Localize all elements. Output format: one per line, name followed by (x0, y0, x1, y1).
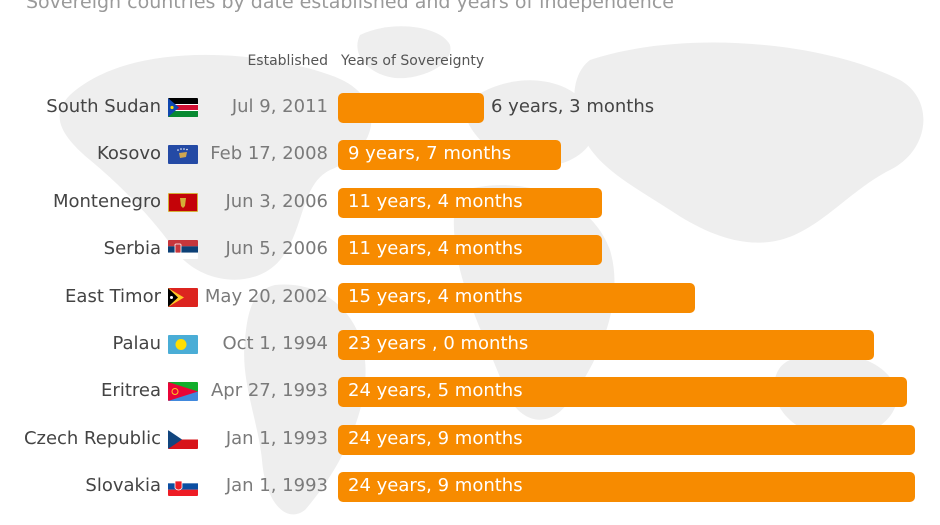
established-date: Jan 1, 1993 (225, 475, 328, 497)
south-sudan-flag-icon (168, 98, 198, 117)
montenegro-flag-icon (168, 192, 198, 212)
bar (338, 235, 602, 266)
chart-row: South Sudan Jul 9, 2011 6 years, 3 months (0, 93, 940, 123)
established-date: Apr 27, 1993 (210, 380, 328, 402)
bar-value-label: 11 years, 4 months (348, 238, 523, 260)
bar-value-label: 24 years, 5 months (348, 380, 523, 402)
chart-row: Montenegro Jun 3, 2006 11 years, 4 months (0, 187, 940, 218)
country-label: Palau (112, 333, 161, 354)
country-label: Montenegro (52, 190, 161, 212)
country-label: East Timor (65, 285, 161, 307)
country-label: Serbia (103, 238, 161, 260)
east-timor-flag-icon (168, 287, 198, 307)
bar (338, 377, 907, 408)
chart-row: Kosovo Feb 17, 2008 9 years, 7 months (0, 140, 940, 171)
bar (338, 424, 915, 455)
bar-value-label: 23 years , 0 months (348, 333, 529, 354)
country-label: Eritrea (101, 380, 161, 402)
established-column-header: Established (247, 53, 328, 69)
established-date: Jun 5, 2006 (225, 238, 328, 260)
chart-row: Serbia Jun 5, 2006 11 years, 4 months (0, 235, 940, 266)
chart-row: Palau Oct 1, 1994 23 years , 0 months (0, 330, 940, 360)
chart-row: Czech Republic Jan 1, 1993 24 years, 9 mon… (0, 424, 940, 455)
bar (338, 93, 484, 123)
bar (338, 472, 915, 503)
country-label: Czech Republic (23, 427, 161, 449)
bar-value-label: 11 years, 4 months (348, 190, 523, 212)
years-column-header: Years of Sovereignty (341, 53, 485, 69)
bar (338, 330, 874, 360)
bar-value-label: 24 years, 9 months (348, 427, 523, 449)
bar-value-label: 9 years, 7 months (348, 143, 512, 165)
czech-republic-flag-icon (168, 429, 198, 449)
serbia-flag-icon (168, 240, 198, 260)
chart-subtitle: Sovereign countries by date established … (26, 0, 674, 13)
slovakia-flag-icon (168, 477, 198, 497)
bar (338, 187, 602, 218)
established-date: May 20, 2002 (204, 285, 328, 307)
country-label: Slovakia (85, 475, 161, 497)
established-date: Jun 3, 2006 (225, 190, 328, 212)
established-date: Jan 1, 1993 (225, 427, 328, 449)
chart-row: Slovakia Jan 1, 1993 24 years, 9 months (0, 472, 940, 503)
country-label: South Sudan (46, 96, 161, 117)
palau-flag-icon (168, 335, 198, 354)
kosovo-flag-icon (168, 145, 198, 165)
established-date: Feb 17, 2008 (210, 143, 328, 165)
eritrea-flag-icon (168, 382, 198, 402)
bar-value-label: 15 years, 4 months (348, 285, 523, 307)
bar (338, 282, 695, 313)
chart-row: East Timor May 20, 2002 15 years, 4 months (0, 282, 940, 313)
bar (338, 140, 561, 171)
established-date: Jul 9, 2011 (231, 96, 328, 117)
chart-row: Eritrea Apr 27, 1993 24 years, 5 months (0, 377, 940, 408)
country-label: Kosovo (97, 143, 161, 165)
bar-value-label: 24 years, 9 months (348, 475, 523, 497)
bar-value-label: 6 years, 3 months (491, 96, 655, 117)
established-date: Oct 1, 1994 (222, 333, 328, 354)
